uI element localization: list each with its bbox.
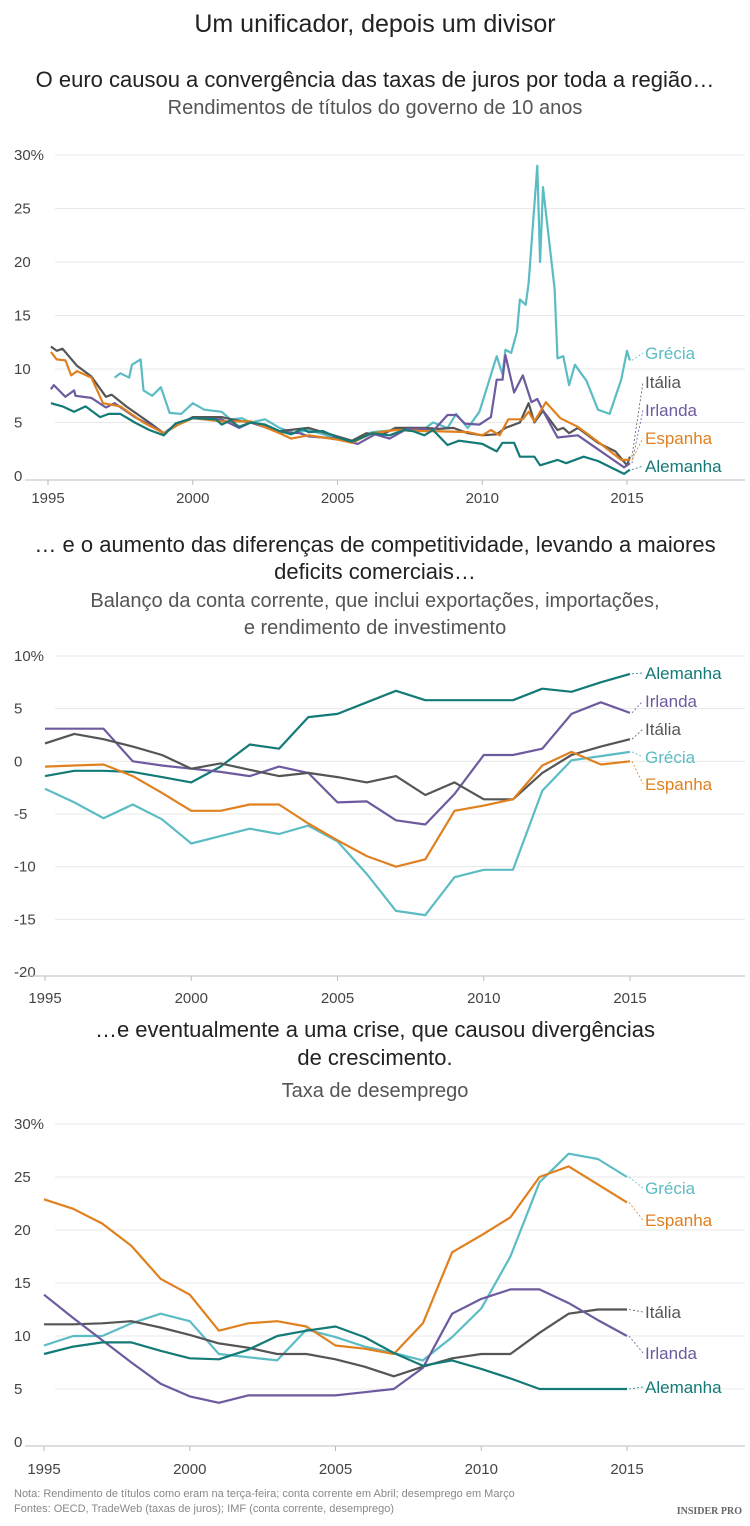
y-tick-label: -15 — [14, 911, 36, 928]
chart-1: 0 5 10 15 20 25 30% 1995 2000 2005 2010 2015 Grécia I… — [14, 147, 745, 507]
y-tick-label: 0 — [14, 468, 22, 485]
y-tick-label: 0 — [14, 1434, 22, 1451]
series-label-italia: Itália — [645, 373, 681, 392]
y-tick-label: 10 — [14, 1328, 31, 1345]
x-tick-label: 1995 — [28, 990, 61, 1007]
y-tick-label: -10 — [14, 859, 36, 876]
series-label-alemanha: Alemanha — [645, 664, 722, 683]
y-tick-label: 30% — [14, 1116, 44, 1133]
x-tick-label: 2005 — [319, 1461, 352, 1478]
y-tick-label: 0 — [14, 753, 22, 770]
section-3-subtitle: Taxa de desemprego — [282, 1080, 469, 1102]
series-label-alemanha: Alemanha — [645, 457, 722, 476]
series-line-irlanda — [43, 1288, 628, 1404]
y-tick-label: -20 — [14, 964, 36, 981]
x-tick-label: 2010 — [466, 490, 499, 507]
x-tick-label: 2000 — [175, 990, 208, 1007]
y-tick-label: 25 — [14, 1169, 31, 1186]
label-leader-line — [631, 465, 644, 470]
x-tick-label: 2005 — [321, 490, 354, 507]
label-leader-line — [631, 381, 644, 457]
series-label-alemanha: Alemanha — [645, 1378, 722, 1397]
series-line-irlanda — [49, 354, 631, 469]
series-label-espanha: Espanha — [645, 1211, 713, 1230]
series-label-grecia: Grécia — [645, 1179, 696, 1198]
main-title: Um unificador, depois um divisor — [194, 10, 555, 38]
section-1-subtitle: Rendimentos de títulos do governo de 10 … — [168, 97, 583, 119]
y-tick-label: 5 — [14, 415, 22, 432]
x-tick-label: 2015 — [610, 1461, 643, 1478]
series-line-alemanha — [50, 402, 631, 475]
x-tick-label: 1995 — [31, 490, 64, 507]
series-label-espanha: Espanha — [645, 775, 713, 794]
x-tick-label: 2000 — [173, 1461, 206, 1478]
y-tick-label: 5 — [14, 701, 22, 718]
y-tick-label: 5 — [14, 1381, 22, 1398]
section-3-heading-line-2: de crescimento. — [297, 1045, 452, 1070]
series-label-irlanda: Irlanda — [645, 401, 698, 420]
section-2-subtitle-line-2: e rendimento de investimento — [244, 617, 506, 639]
y-tick-label: -5 — [14, 806, 27, 823]
series-label-grecia: Grécia — [645, 748, 696, 767]
chart-2: -20 -15 -10 -5 0 5 10% 1995 2000 2005 2010 2015 Alem… — [14, 648, 745, 1007]
label-leader-line — [628, 1202, 644, 1221]
section-2-heading-line-2: deficits comerciais… — [274, 559, 476, 584]
series-line-grecia — [43, 1152, 628, 1362]
y-tick-label: 20 — [14, 254, 31, 271]
label-leader-line — [628, 1176, 644, 1189]
series-line-espanha — [50, 351, 630, 461]
series-line-irlanda — [45, 701, 631, 826]
series-line-espanha — [44, 750, 631, 868]
y-tick-label: 25 — [14, 201, 31, 218]
series-label-grecia: Grécia — [645, 344, 696, 363]
series-label-irlanda: Irlanda — [645, 1344, 698, 1363]
y-tick-label: 10% — [14, 648, 44, 665]
y-tick-label: 20 — [14, 1222, 31, 1239]
y-tick-label: 15 — [14, 1275, 31, 1292]
x-tick-label: 2015 — [613, 990, 646, 1007]
label-leader-line — [631, 437, 644, 461]
series-label-italia: Itália — [645, 1303, 681, 1322]
section-2-heading-line-1: … e o aumento das diferenças de competit… — [34, 532, 715, 557]
label-leader-line — [631, 728, 644, 740]
x-tick-label: 2010 — [465, 1461, 498, 1478]
y-tick-label: 10 — [14, 361, 31, 378]
y-tick-label: 15 — [14, 308, 31, 325]
chart-3: 0 5 10 15 20 25 30% 1995 2000 2005 2010 2015 Grécia E… — [14, 1116, 745, 1478]
label-leader-line — [631, 761, 644, 785]
series-label-irlanda: Irlanda — [645, 692, 698, 711]
x-tick-label: 1995 — [27, 1461, 60, 1478]
section-1-heading: O euro causou a convergência das taxas d… — [36, 67, 715, 92]
series-label-italia: Itália — [645, 720, 681, 739]
label-leader-line — [631, 352, 644, 361]
label-leader-line — [631, 409, 644, 464]
series-line-italia — [44, 732, 631, 801]
label-leader-line — [631, 700, 644, 714]
series-line-italia — [44, 1308, 627, 1378]
series-label-espanha: Espanha — [645, 429, 713, 448]
footer-sources: Fontes: OECD, TradeWeb (taxas de juros);… — [14, 1503, 394, 1515]
label-leader-line — [631, 751, 644, 758]
x-tick-label: 2015 — [610, 490, 643, 507]
x-tick-label: 2005 — [321, 990, 354, 1007]
label-leader-line — [631, 672, 644, 675]
section-3-heading-line-1: …e eventualmente a uma crise, que causou… — [95, 1017, 655, 1042]
label-leader-line — [628, 1335, 644, 1354]
x-tick-label: 2000 — [176, 490, 209, 507]
footer-note: Nota: Rendimento de títulos como eram na… — [14, 1488, 515, 1500]
series-line-grecia — [113, 164, 631, 443]
series-line-espanha — [43, 1165, 628, 1356]
x-tick-label: 2010 — [467, 990, 500, 1007]
insider-pro-logo: INSIDER PRO — [677, 1506, 743, 1517]
label-leader-line — [628, 1309, 644, 1313]
series-line-alemanha — [44, 672, 631, 784]
section-2-subtitle-line-1: Balanço da conta corrente, que inclui ex… — [90, 590, 659, 612]
y-tick-label: 30% — [14, 147, 44, 164]
series-line-alemanha — [43, 1325, 627, 1391]
